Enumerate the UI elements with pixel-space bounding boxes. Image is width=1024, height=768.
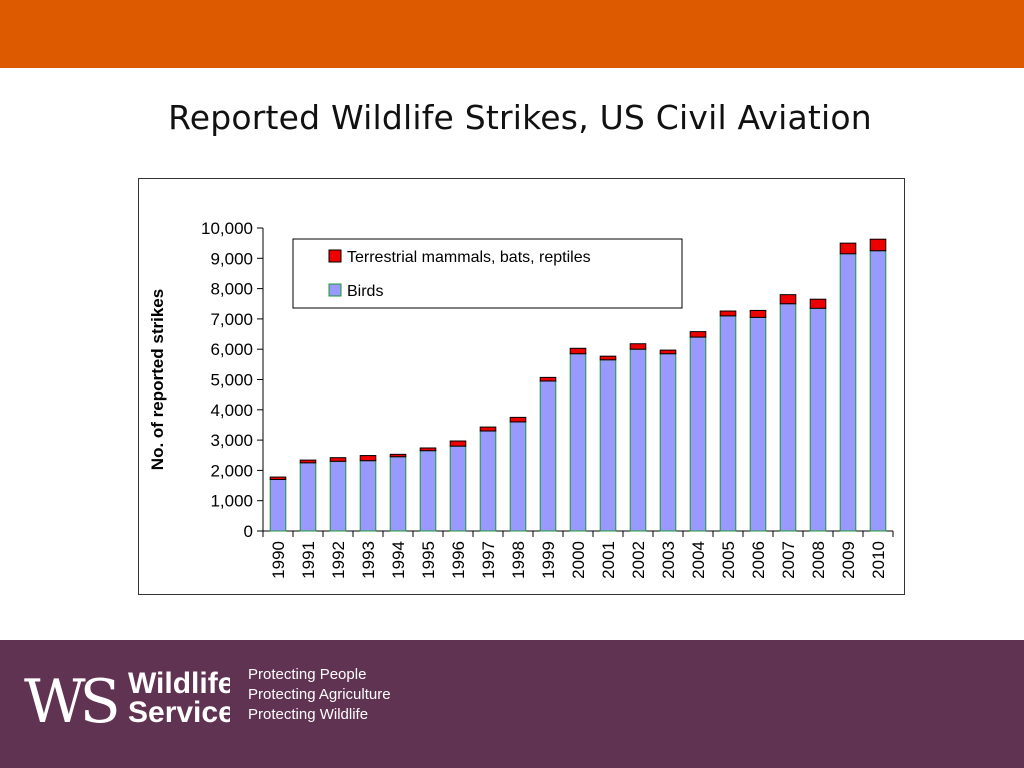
footer-band bbox=[0, 640, 1024, 768]
bar-birds-1992 bbox=[329, 460, 347, 532]
x-tick-label: 1994 bbox=[389, 541, 408, 579]
bar-birds-1997 bbox=[479, 430, 497, 532]
brand-line-2: Services bbox=[128, 696, 230, 727]
bar-mammals-2007 bbox=[779, 294, 797, 305]
y-tick-label: 5,000 bbox=[210, 371, 253, 390]
x-tick-label: 1996 bbox=[449, 541, 468, 579]
bar-mammals-2001 bbox=[599, 355, 617, 361]
brand-line-1: Wildlife bbox=[128, 667, 230, 700]
tagline-people: Protecting People bbox=[248, 666, 367, 683]
bar-birds-2009 bbox=[839, 253, 857, 532]
y-tick-label: 0 bbox=[244, 522, 253, 541]
y-tick-label: 9,000 bbox=[210, 249, 253, 268]
bar-birds-2004 bbox=[689, 336, 707, 532]
bar-mammals-1993 bbox=[359, 455, 377, 462]
x-tick-label: 1999 bbox=[539, 541, 558, 579]
x-tick-label: 1995 bbox=[419, 541, 438, 579]
bar-mammals-1991 bbox=[299, 459, 317, 464]
bar-birds-1993 bbox=[359, 460, 377, 532]
x-tick-label: 2002 bbox=[629, 541, 648, 579]
y-tick-label: 7,000 bbox=[210, 310, 253, 329]
bar-birds-2001 bbox=[599, 359, 617, 532]
bar-birds-1995 bbox=[419, 450, 437, 532]
bar-mammals-1999 bbox=[539, 376, 557, 382]
chart-frame: 0 1,000 2,000 3,000 4,000 5,000 6,000 7,000 8,00… bbox=[138, 178, 905, 595]
y-tick-label: 4,000 bbox=[210, 401, 253, 420]
bar-mammals-1992 bbox=[329, 457, 347, 462]
tagline-agriculture: Protecting Agriculture bbox=[248, 686, 391, 703]
bar-birds-1994 bbox=[389, 456, 407, 532]
top-orange-band bbox=[0, 0, 1024, 68]
bar-mammals-1990 bbox=[269, 476, 287, 480]
legend-swatch-1 bbox=[328, 283, 342, 297]
x-tick-label: 1992 bbox=[329, 541, 348, 579]
x-tick-label: 2001 bbox=[599, 541, 618, 579]
bar-mammals-2004 bbox=[689, 331, 707, 338]
bar-birds-1990 bbox=[269, 478, 287, 532]
x-tick-label: 1991 bbox=[299, 541, 318, 579]
bar-mammals-2006 bbox=[749, 309, 767, 318]
legend-label-1: Birds bbox=[347, 283, 383, 300]
bar-birds-2006 bbox=[749, 316, 767, 532]
y-tick-label: 10,000 bbox=[201, 219, 253, 238]
slide-title: Reported Wildlife Strikes, US Civil Avia… bbox=[168, 98, 872, 137]
x-tick-label: 2005 bbox=[719, 541, 738, 579]
tagline-wildlife: Protecting Wildlife bbox=[248, 706, 369, 723]
wildlife-services-logo: WS Wildlife Services bbox=[24, 667, 230, 727]
y-tick-label: 2,000 bbox=[210, 461, 253, 480]
y-tick-label: 3,000 bbox=[210, 431, 253, 450]
legend-box bbox=[292, 238, 683, 309]
x-tick-label: 2004 bbox=[689, 541, 708, 579]
bar-birds-1999 bbox=[539, 380, 557, 532]
legend-label-0: Terrestrial mammals, bats, reptiles bbox=[347, 249, 591, 266]
bar-birds-2007 bbox=[779, 303, 797, 532]
x-tick-label: 2006 bbox=[749, 541, 768, 579]
y-tick-label: 1,000 bbox=[210, 492, 253, 511]
bar-mammals-2005 bbox=[719, 310, 737, 317]
x-tick-label: 2003 bbox=[659, 541, 678, 579]
x-tick-label: 1998 bbox=[509, 541, 528, 579]
bar-birds-1996 bbox=[449, 445, 467, 532]
bar-mammals-2002 bbox=[629, 343, 647, 350]
bar-mammals-2003 bbox=[659, 349, 677, 355]
x-tick-label: 2007 bbox=[779, 541, 798, 579]
x-tick-label: 1990 bbox=[269, 541, 288, 579]
bar-birds-1991 bbox=[299, 462, 317, 532]
bar-mammals-2000 bbox=[569, 347, 587, 355]
bar-mammals-1998 bbox=[509, 416, 527, 423]
bar-mammals-2009 bbox=[839, 242, 857, 255]
y-tick-label: 8,000 bbox=[210, 280, 253, 299]
bar-mammals-1996 bbox=[449, 440, 467, 447]
bar-mammals-2010 bbox=[869, 238, 887, 252]
y-axis-title: No. of reported strikes bbox=[148, 289, 167, 470]
x-tick-label: 2008 bbox=[809, 541, 828, 579]
bar-mammals-1994 bbox=[389, 453, 407, 458]
bar-mammals-1997 bbox=[479, 426, 497, 432]
bar-chart: 0 1,000 2,000 3,000 4,000 5,000 6,000 7,000 8,00… bbox=[148, 219, 894, 579]
x-tick-label: 2000 bbox=[569, 541, 588, 579]
bar-birds-2000 bbox=[569, 353, 587, 532]
bar-birds-2002 bbox=[629, 348, 647, 532]
bar-birds-2003 bbox=[659, 353, 677, 532]
bar-mammals-1995 bbox=[419, 447, 437, 452]
x-tick-label: 1997 bbox=[479, 541, 498, 579]
legend-swatch-0 bbox=[328, 249, 342, 263]
bar-birds-2010 bbox=[869, 250, 887, 532]
y-tick-label: 6,000 bbox=[210, 340, 253, 359]
bar-birds-2005 bbox=[719, 315, 737, 532]
bar-birds-2008 bbox=[809, 307, 827, 532]
bar-mammals-2008 bbox=[809, 298, 827, 309]
x-tick-label: 2009 bbox=[839, 541, 858, 579]
bar-birds-1998 bbox=[509, 421, 527, 532]
x-tick-label: 2010 bbox=[869, 541, 888, 579]
x-tick-label: 1993 bbox=[359, 541, 378, 579]
ws-monogram: WS bbox=[24, 667, 117, 727]
